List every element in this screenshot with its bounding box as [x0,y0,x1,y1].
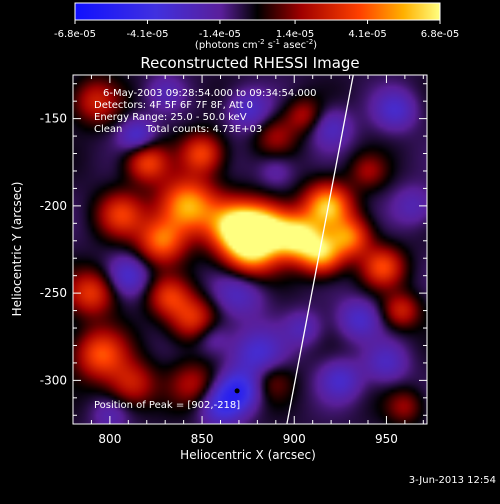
colorbar [74,2,441,21]
colorbar-ticks: -6.8e-05 -4.1e-05 -1.4e-05 1.4e-05 4.1e-05 6.… [54,20,459,40]
annotation-energy: Energy Range: 25.0 - 50.0 keV [94,112,247,123]
y-tick-label: -300 [40,373,67,387]
y-tick-label: -200 [40,199,67,213]
colorbar-tick-label: -6.8e-05 [54,29,96,40]
y-tick-label: -250 [40,286,67,300]
colorbar-tick-label: -4.1e-05 [126,29,168,40]
x-tick-label: 800 [98,432,121,446]
heatmap-image [73,75,427,424]
x-tick-label: 950 [375,432,398,446]
chart-title: Reconstructed RHESSI Image [140,54,359,72]
annotation-detectors: Detectors: 4F 5F 6F 7F 8F, Att 0 [94,100,253,111]
colorbar-tick-label: -1.4e-05 [199,29,241,40]
x-axis-label: Heliocentric X (arcsec) [180,448,316,462]
annotation-total-counts: Total counts: 4.73E+03 [145,124,262,135]
axis-ticks: 800 850 900 950 -150 -200 -250 -300 [40,75,427,446]
colorbar-tick-label: 1.4e-05 [276,29,314,40]
colorbar-tick-label: 4.1e-05 [348,29,386,40]
x-tick-label: 900 [283,432,306,446]
plot-frame [72,74,428,425]
y-axis-label: Heliocentric Y (arcsec) [10,182,24,317]
footer-date: 3-Jun-2013 12:54 [409,475,496,486]
x-tick-label: 850 [191,432,214,446]
annotation-time-range: 6-May-2003 09:28:54.000 to 09:34:54.000 [103,88,316,99]
annotation-clean: Clean [94,124,122,135]
colorbar-units: (photons cm-2 s-1 asec-2) [195,38,317,51]
peak-marker [234,388,240,394]
colorbar-tick-label: 6.8e-05 [421,29,459,40]
solar-limb-line [286,75,354,424]
y-tick-label: -150 [40,112,67,126]
annotation-peak-position: Position of Peak = [902,-218] [94,400,240,411]
